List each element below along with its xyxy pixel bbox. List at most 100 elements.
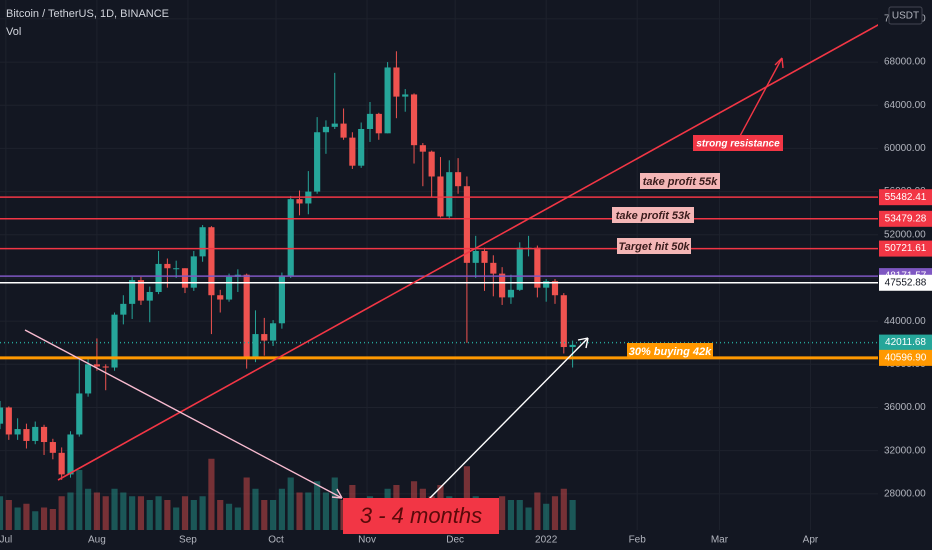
- candle-body: [252, 334, 259, 357]
- candle-body: [129, 280, 136, 304]
- x-tick-label: Jul: [0, 535, 12, 546]
- candle-body: [393, 67, 400, 97]
- volume-bar: [14, 507, 21, 530]
- candle-body: [93, 364, 100, 367]
- candle-body: [322, 126, 330, 133]
- annotation-box: [343, 498, 499, 534]
- price-tag: [879, 274, 932, 291]
- candle-body: [85, 364, 92, 394]
- candle-body: [164, 263, 171, 269]
- candle-body: [278, 275, 285, 324]
- volume-bar: [525, 507, 532, 530]
- annotation-box: [627, 343, 713, 359]
- volume-bar: [111, 488, 118, 530]
- candle-body: [481, 250, 488, 263]
- volume-bar: [261, 500, 268, 530]
- candle-body: [155, 263, 162, 292]
- candle-body: [190, 256, 197, 288]
- x-tick-label: Feb: [629, 535, 647, 546]
- candle-body: [490, 262, 497, 274]
- candle-body: [243, 274, 250, 357]
- volume-bar: [217, 500, 224, 530]
- candle-body: [499, 273, 506, 298]
- volume-bar: [305, 492, 312, 530]
- candle-body: [23, 429, 30, 441]
- candle-body: [340, 123, 347, 138]
- candle-body: [543, 281, 550, 288]
- candles: [0, 51, 576, 480]
- candle-body: [14, 429, 21, 435]
- volume-bar: [225, 503, 233, 530]
- volume-bar: [155, 496, 162, 530]
- candle-body: [270, 323, 277, 341]
- volume-bar: [296, 492, 303, 530]
- annotation: 30% buying 42k: [629, 346, 712, 358]
- candle-body: [32, 426, 39, 441]
- volume-bar: [181, 496, 189, 530]
- volume-bar: [331, 477, 338, 530]
- volume-bar: [85, 488, 92, 530]
- volume-bar: [270, 500, 277, 530]
- volume-bar: [49, 509, 56, 530]
- candle-body: [375, 113, 382, 134]
- candle-body: [384, 67, 391, 134]
- currency-box[interactable]: [888, 6, 923, 25]
- candle-body: [0, 407, 4, 424]
- y-tick-label: 68000.00: [884, 57, 926, 68]
- volume-bar: [67, 492, 74, 530]
- annotation-box: [640, 173, 720, 189]
- candle-body: [181, 268, 189, 288]
- volume-bar: [278, 488, 285, 530]
- annotation: strong resistance: [696, 139, 780, 150]
- candle-body: [49, 442, 56, 453]
- candle-body: [217, 295, 224, 300]
- volume-bar: [322, 492, 330, 530]
- volume-bar: [0, 496, 4, 530]
- volume-bar: [234, 507, 241, 530]
- volume-bar: [58, 496, 65, 530]
- volume-bar: [560, 488, 567, 530]
- annotation-box: [693, 135, 783, 151]
- volume-bar: [551, 496, 559, 530]
- candle-body: [410, 94, 418, 146]
- y-tick-label: 32000.00: [884, 445, 926, 456]
- volume-bar: [543, 503, 550, 530]
- volume-bar: [102, 496, 109, 530]
- volume-bar: [516, 500, 523, 530]
- x-tick-label: Oct: [268, 535, 284, 546]
- candle-body: [314, 132, 321, 192]
- candle-body: [446, 172, 453, 217]
- candle-body: [76, 393, 83, 435]
- currency[interactable]: USDT: [892, 11, 919, 22]
- price-tag-label: 55482.41: [885, 192, 927, 203]
- arrow-head: [577, 337, 589, 349]
- chart-subtitle: Vol: [6, 26, 21, 38]
- candle-body: [40, 426, 48, 443]
- y-tick-label: 44000.00: [884, 316, 926, 327]
- candle-body: [102, 366, 109, 368]
- candle-body: [67, 434, 74, 475]
- candle-body: [261, 334, 268, 341]
- candle-body: [225, 276, 233, 300]
- volume-bar: [173, 507, 180, 530]
- trend-line: [57, 0, 925, 481]
- arrow-line: [739, 57, 783, 137]
- annotation-box: [612, 207, 694, 223]
- price-tag-label: 47552.88: [885, 277, 927, 288]
- candle-body: [120, 303, 127, 315]
- price-tag-label: 40596.90: [885, 353, 927, 364]
- y-tick-label: 60000.00: [884, 143, 926, 154]
- y-tick-label: 36000.00: [884, 402, 926, 413]
- candle-body: [463, 186, 470, 263]
- arrow-line: [427, 337, 589, 501]
- arrow-head: [331, 488, 343, 499]
- candle-body: [58, 452, 65, 475]
- volume-bar: [32, 511, 39, 530]
- drawings: [24, 0, 925, 501]
- x-tick-label: Mar: [711, 535, 729, 546]
- candle-body: [507, 289, 515, 298]
- volume-bar: [5, 500, 12, 530]
- candle-body: [358, 128, 365, 166]
- annotation: Target hit 50k: [618, 241, 690, 253]
